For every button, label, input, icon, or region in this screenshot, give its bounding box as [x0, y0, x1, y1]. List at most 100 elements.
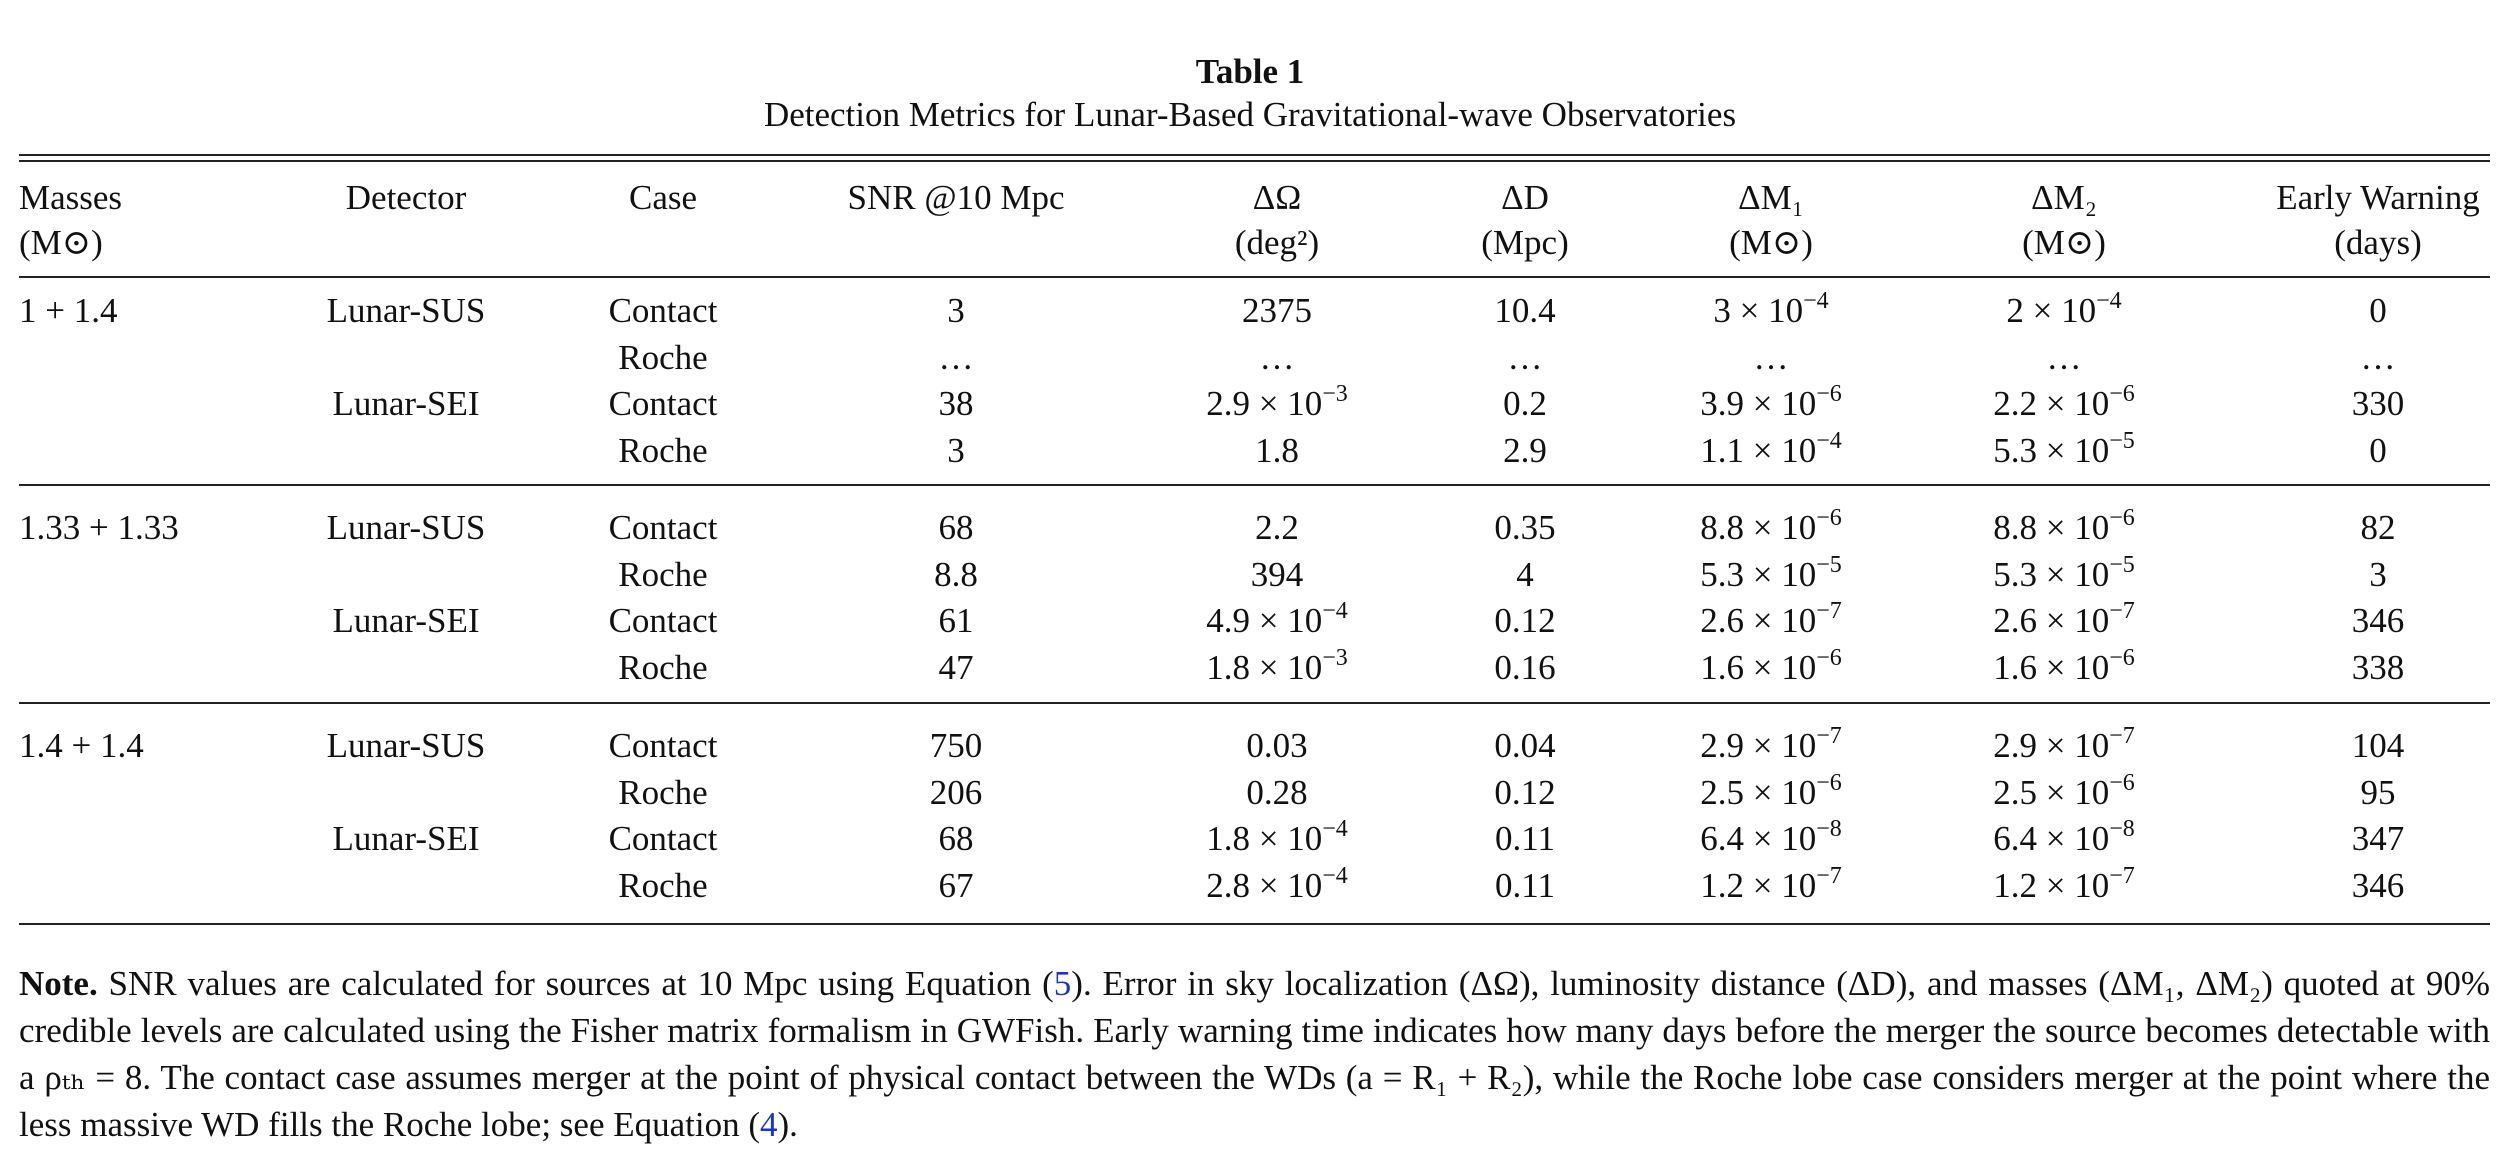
column-unit: (days) [2334, 223, 2422, 262]
mantissa: 3.9 × 10 [1700, 384, 1817, 423]
column-header: Early Warning [2276, 178, 2480, 217]
detector-cell: Lunar-SUS [326, 291, 486, 330]
mantissa: 1.2 × 10 [1700, 865, 1817, 905]
case-cell: Roche [618, 865, 708, 905]
mantissa: 5.3 × 10 [1700, 554, 1817, 594]
value-cell: 0.2 [1503, 384, 1547, 423]
value-cell: 38 [938, 384, 974, 423]
rule [19, 702, 2490, 704]
value-cell: … [2046, 337, 2082, 377]
exponent: −5 [1816, 551, 1842, 578]
value-cell: 0 [2369, 291, 2387, 330]
mantissa: 2.9 × 10 [1700, 726, 1817, 765]
detector-cell: Lunar-SEI [332, 384, 480, 423]
table-note: Note. SNR values are calculated for sour… [19, 960, 2490, 1148]
value-cell: 2.2 [1255, 508, 1299, 547]
value-cell: 347 [2351, 819, 2405, 858]
value-cell: 82 [2360, 508, 2396, 547]
case-cell: Roche [618, 337, 708, 377]
value-cell: 3 [2369, 554, 2387, 594]
exponent: −7 [1816, 723, 1842, 749]
value-cell: 3 × 10−4 [1713, 289, 1828, 328]
mantissa: 2.2 × 10 [1993, 384, 2110, 423]
note-text: ). [777, 1105, 798, 1144]
table-title: Table 1 [1195, 52, 1305, 91]
value-cell: … [2360, 337, 2396, 377]
value-cell: … [1259, 337, 1295, 377]
exponent: −6 [2109, 769, 2135, 796]
value-cell: 750 [929, 726, 983, 765]
exponent: −6 [1816, 505, 1842, 531]
value-cell: 0.28 [1246, 772, 1308, 812]
value-cell: 6.4 × 10−8 [1700, 817, 1842, 858]
column-unit: (M⊙) [1729, 223, 1813, 262]
value-cell: 0.35 [1494, 508, 1556, 547]
value-cell: 5.3 × 10−5 [1993, 429, 2135, 470]
value-cell: 5.3 × 10−5 [1993, 553, 2135, 594]
value-cell: 2 × 10−4 [2006, 289, 2121, 328]
rule [19, 154, 2490, 156]
exponent: −5 [2109, 427, 2135, 454]
value-cell: 2.5 × 10−6 [1993, 771, 2135, 812]
value-cell: 1.8 × 10−4 [1206, 817, 1348, 856]
equation-link[interactable]: 4 [760, 1105, 778, 1144]
value-cell: 0.12 [1494, 772, 1556, 812]
case-cell: Contact [608, 508, 718, 547]
value-cell: 67 [938, 865, 974, 905]
rule [19, 484, 2490, 486]
value-cell: 47 [938, 647, 974, 687]
value-cell: 330 [2351, 384, 2405, 423]
value-cell: 1.6 × 10−6 [1700, 646, 1842, 685]
exponent: −7 [1816, 598, 1842, 624]
value-cell: 4 [1516, 554, 1534, 594]
case-cell: Roche [618, 772, 708, 812]
column-unit: (M⊙) [19, 223, 103, 262]
mantissa: 6.4 × 10 [1700, 819, 1817, 858]
exponent: −4 [1816, 427, 1842, 454]
value-cell: 68 [938, 819, 974, 858]
value-cell: 8.8 × 10−6 [1700, 506, 1842, 545]
value-cell: 61 [938, 601, 974, 640]
detector-cell: Lunar-SEI [332, 819, 480, 858]
rule [19, 160, 2490, 162]
case-cell: Contact [608, 384, 718, 423]
value-cell: 95 [2360, 772, 2396, 812]
value-cell: 8.8 [934, 554, 978, 594]
value-cell: 1.8 × 10−3 [1206, 646, 1348, 685]
mantissa: 2.5 × 10 [1700, 772, 1817, 812]
mantissa: 5.3 × 10 [1993, 554, 2110, 594]
value-cell: 2.2 × 10−6 [1993, 382, 2135, 423]
exponent: −6 [2109, 381, 2135, 407]
value-cell: 0.11 [1495, 819, 1555, 858]
masses-cell: 1 + 1.4 [19, 291, 118, 330]
exponent: −7 [2109, 862, 2135, 889]
value-cell: … [1507, 337, 1543, 377]
column-header: SNR @10 Mpc [847, 178, 1065, 217]
exponent: −6 [1816, 644, 1842, 671]
value-cell: 338 [2351, 647, 2405, 687]
value-cell: 2.9 × 10−7 [1700, 724, 1842, 765]
column-unit: (deg²) [1234, 223, 1320, 262]
mantissa: 8.8 × 10 [1993, 508, 2110, 547]
exponent: −7 [1816, 862, 1842, 889]
case-cell: Roche [618, 647, 708, 687]
exponent: −3 [1322, 644, 1348, 671]
value-cell: 2.9 × 10−3 [1206, 382, 1348, 421]
column-header: ΔΩ [1252, 178, 1302, 217]
case-cell: Contact [608, 819, 718, 858]
exponent: −6 [2109, 505, 2135, 531]
rule [19, 276, 2490, 278]
masses-cell: 1.4 + 1.4 [19, 726, 144, 765]
equation-link[interactable]: 5 [1053, 964, 1072, 1003]
mantissa: 5.3 × 10 [1993, 430, 2110, 470]
column-header: Masses [19, 178, 123, 217]
value-cell: 1.2 × 10−7 [1700, 864, 1842, 905]
exponent: −4 [1803, 288, 1829, 314]
value-cell: 1.8 [1255, 430, 1299, 470]
value-cell: 206 [929, 772, 983, 812]
case-cell: Contact [608, 601, 718, 640]
mantissa: 2.5 × 10 [1993, 772, 2110, 812]
value-cell: 5.3 × 10−5 [1700, 553, 1842, 594]
exponent: −6 [1816, 381, 1842, 407]
